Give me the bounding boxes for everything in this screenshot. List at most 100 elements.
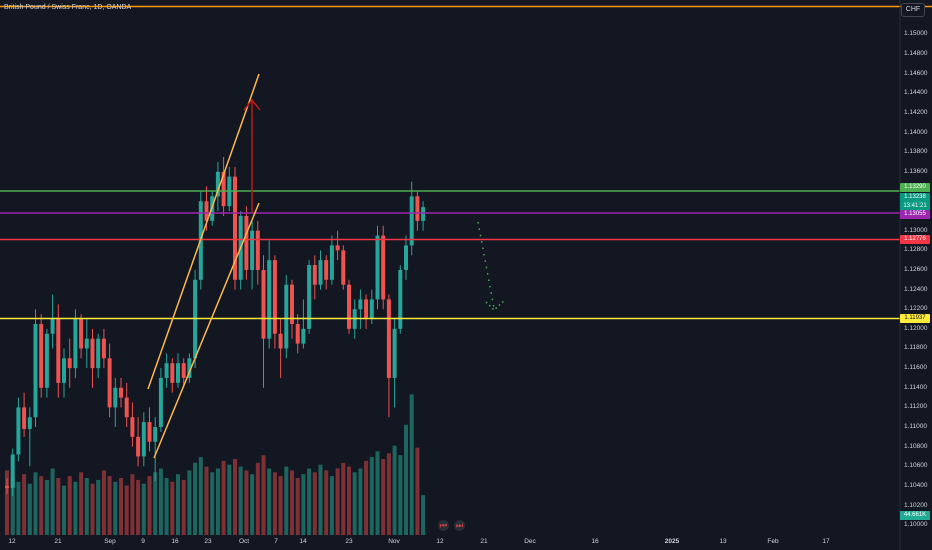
volume-bar bbox=[141, 483, 146, 535]
candle-body bbox=[27, 417, 32, 429]
time-tick: 23 bbox=[345, 538, 353, 545]
volume-bar bbox=[358, 468, 363, 535]
candle-body bbox=[90, 338, 95, 369]
candle-body bbox=[67, 358, 72, 369]
candle-body bbox=[124, 397, 129, 418]
volume-bar bbox=[101, 470, 106, 535]
candle-body bbox=[386, 299, 391, 378]
candle-body bbox=[233, 176, 237, 280]
volume-bar bbox=[113, 481, 118, 535]
volume-bar bbox=[307, 468, 312, 535]
candle-body bbox=[176, 363, 180, 383]
candle-body bbox=[250, 230, 255, 270]
price-tick: 1.14800 bbox=[904, 49, 928, 57]
candle-body bbox=[375, 235, 380, 300]
channel-upper-line bbox=[147, 73, 260, 390]
price-tick: 1.10200 bbox=[904, 501, 928, 509]
candle-body bbox=[73, 319, 78, 369]
candle-body bbox=[50, 319, 55, 334]
volume-bar bbox=[284, 466, 289, 535]
candle-body bbox=[141, 422, 146, 457]
price-tick: 1.12600 bbox=[904, 265, 928, 273]
candle-body bbox=[158, 377, 163, 428]
time-tick: Sep bbox=[104, 538, 116, 545]
candle-body bbox=[181, 363, 186, 378]
volume-bar bbox=[244, 470, 249, 535]
candle-body bbox=[369, 299, 374, 320]
time-tick: 12 bbox=[8, 538, 16, 545]
price-tick: 1.13600 bbox=[904, 167, 928, 175]
volume-bar bbox=[261, 455, 266, 535]
candle-body bbox=[153, 427, 158, 442]
candle-body bbox=[101, 338, 106, 359]
volume-bar bbox=[187, 470, 192, 535]
volume-bar bbox=[415, 447, 420, 535]
volume-bar bbox=[295, 478, 300, 535]
candle-body bbox=[392, 328, 397, 378]
forward-icon[interactable]: ⏭ bbox=[454, 520, 465, 531]
volume-bar bbox=[386, 453, 391, 535]
time-tick: 2025 bbox=[664, 538, 680, 545]
candle-body bbox=[329, 245, 334, 280]
price-tick: 1.11800 bbox=[904, 344, 928, 352]
candle-body bbox=[10, 454, 15, 488]
candle-body bbox=[318, 260, 323, 285]
candle-body bbox=[295, 323, 300, 344]
price-tick: 1.12200 bbox=[904, 305, 928, 313]
candle-body bbox=[398, 269, 403, 329]
horizontal-levels-layer bbox=[0, 5, 932, 320]
candle-body bbox=[204, 201, 209, 221]
candle-body bbox=[44, 333, 49, 388]
volume-bar bbox=[364, 460, 369, 535]
candle-body bbox=[301, 328, 306, 344]
volume-bar bbox=[227, 464, 232, 535]
volume-bar bbox=[33, 472, 38, 535]
currency-button[interactable]: CHF bbox=[901, 3, 925, 17]
time-tick: 23 bbox=[204, 538, 212, 545]
candle-body bbox=[404, 245, 408, 270]
volume-bar bbox=[375, 451, 380, 535]
candle-body bbox=[170, 363, 175, 383]
volume-bar bbox=[44, 479, 49, 535]
candle-body bbox=[113, 387, 118, 408]
time-tick: 7 bbox=[274, 538, 278, 545]
volume-bars-layer bbox=[5, 394, 426, 535]
volume-bar bbox=[181, 479, 186, 535]
volume-bar bbox=[176, 474, 180, 535]
candle-body bbox=[358, 299, 363, 310]
volume-bar bbox=[10, 478, 15, 535]
candle-body bbox=[278, 333, 283, 349]
candle-body bbox=[39, 323, 44, 388]
candle-body bbox=[84, 338, 89, 349]
projection-path bbox=[477, 221, 495, 309]
time-tick: 21 bbox=[54, 538, 62, 545]
price-tick: 1.10000 bbox=[904, 521, 928, 529]
candle-body bbox=[22, 407, 27, 429]
candle-body bbox=[119, 387, 123, 398]
time-tick: 17 bbox=[822, 538, 830, 545]
volume-bar bbox=[16, 481, 21, 535]
volume-bar bbox=[136, 479, 141, 535]
volume-bar bbox=[369, 457, 374, 535]
candle-body bbox=[33, 323, 38, 418]
candle-body bbox=[335, 245, 340, 251]
volume-bar bbox=[198, 457, 203, 535]
time-tick: 12 bbox=[436, 538, 444, 545]
time-tick: 13 bbox=[719, 538, 727, 545]
volume-bar bbox=[398, 455, 403, 535]
volume-bar bbox=[164, 478, 169, 535]
price-tick: 1.11200 bbox=[904, 403, 928, 411]
candle-body bbox=[347, 284, 351, 329]
candle-body bbox=[272, 260, 277, 334]
price-tick: 1.11400 bbox=[904, 383, 928, 391]
yellow-level-tag: 1.11937 bbox=[900, 314, 930, 323]
candle-body bbox=[284, 284, 289, 349]
purple-level-tag: 1.13055 bbox=[900, 210, 930, 219]
volume-bar bbox=[193, 462, 198, 535]
volume-bar bbox=[381, 459, 386, 535]
candle-body bbox=[324, 260, 329, 280]
candle-body bbox=[62, 358, 66, 383]
volume-bar bbox=[238, 466, 243, 535]
rewind-icon[interactable]: ⏮ bbox=[438, 520, 449, 531]
